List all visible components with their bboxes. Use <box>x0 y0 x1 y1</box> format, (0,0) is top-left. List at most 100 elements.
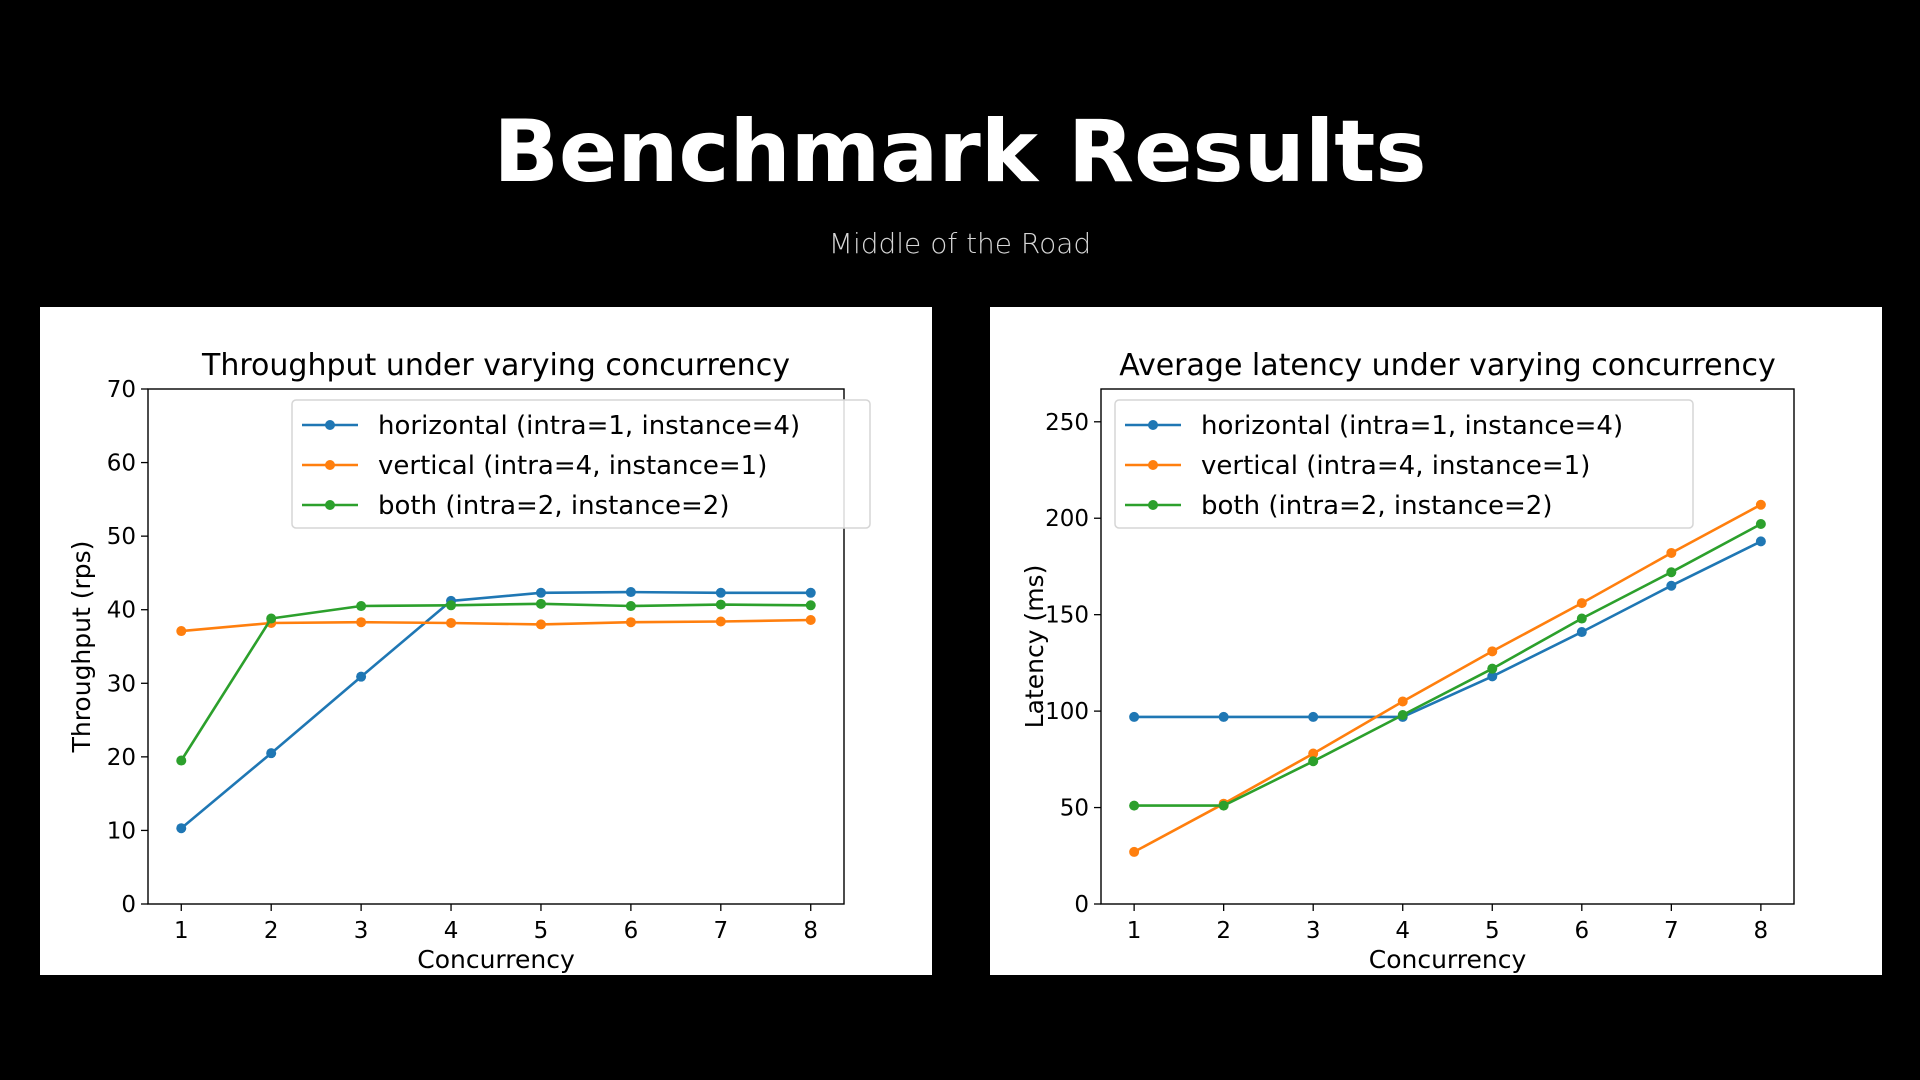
data-point-2-6 <box>1666 567 1677 578</box>
x-tick-label: 2 <box>264 918 279 944</box>
x-axis-label: Concurrency <box>1369 945 1527 974</box>
y-tick-label: 10 <box>107 818 136 844</box>
legend-label-2: both (intra=2, instance=2) <box>378 491 729 521</box>
data-point-2-0 <box>176 755 187 766</box>
data-point-0-7 <box>805 587 816 598</box>
y-tick-label: 70 <box>107 377 136 403</box>
x-tick-label: 1 <box>174 918 189 944</box>
series-line-1 <box>1133 503 1762 854</box>
data-point-0-0 <box>1129 711 1140 722</box>
data-point-1-2 <box>1308 748 1319 759</box>
y-tick-label: 150 <box>1045 603 1089 629</box>
x-tick-label: 6 <box>624 918 639 944</box>
legend-marker-0 <box>325 420 335 430</box>
slide-title: Benchmark Results <box>493 102 1427 202</box>
x-tick-label: 3 <box>1306 918 1321 944</box>
x-tick-label: 5 <box>1485 918 1500 944</box>
data-point-1-3 <box>1397 696 1408 707</box>
data-point-0-1 <box>266 748 277 759</box>
data-point-0-6 <box>1666 580 1677 591</box>
data-point-2-1 <box>266 613 277 624</box>
data-point-0-1 <box>1218 711 1229 722</box>
x-tick-label: 1 <box>1127 918 1142 944</box>
data-point-1-6 <box>1666 547 1677 558</box>
legend-label-1: vertical (intra=4, instance=1) <box>1201 451 1590 481</box>
legend-label-0: horizontal (intra=1, instance=4) <box>1201 411 1623 441</box>
slide-subtitle: Middle of the Road <box>828 227 1092 260</box>
y-tick-label: 0 <box>121 892 136 918</box>
data-point-0-2 <box>356 671 367 682</box>
data-point-1-5 <box>1576 598 1587 609</box>
legend-marker-0 <box>1148 420 1158 430</box>
throughput-chart: Throughput under varying concurrency 1 2 3 4… <box>67 348 871 974</box>
data-point-1-0 <box>176 626 187 637</box>
data-point-2-4 <box>535 598 546 609</box>
data-point-2-7 <box>805 600 816 611</box>
legend-label-2: both (intra=2, instance=2) <box>1201 491 1552 521</box>
data-point-2-5 <box>625 601 636 612</box>
x-tick-label: 7 <box>1664 918 1679 944</box>
plot-frame <box>1100 388 1795 905</box>
data-point-0-5 <box>625 587 636 598</box>
y-tick-label: 50 <box>1060 796 1089 822</box>
data-point-2-6 <box>715 599 726 610</box>
series-line-2 <box>1134 522 1762 807</box>
data-point-1-2 <box>356 617 367 628</box>
series-line-0 <box>1134 540 1762 719</box>
data-point-0-4 <box>535 587 546 598</box>
y-tick-label: 40 <box>107 598 136 624</box>
data-point-0-2 <box>1308 711 1319 722</box>
data-point-1-7 <box>805 615 816 626</box>
throughput-chart-panel: Throughput under varying concurrency 1 2 3 4… <box>40 307 932 975</box>
data-point-2-4 <box>1487 663 1498 674</box>
series-line-2 <box>180 602 811 762</box>
x-tick-label: 8 <box>803 918 818 944</box>
data-point-1-0 <box>1129 846 1140 857</box>
y-tick-label: 20 <box>107 745 136 771</box>
x-tick-label: 6 <box>1574 918 1589 944</box>
legend-marker-2 <box>325 500 335 510</box>
data-point-1-3 <box>446 617 457 628</box>
data-point-2-2 <box>356 601 367 612</box>
series-line-1 <box>181 618 811 633</box>
latency-chart: Average latency under varying concurrenc… <box>1020 348 1795 974</box>
x-tick-label: 3 <box>354 918 369 944</box>
x-tick-label: 4 <box>444 918 459 944</box>
data-point-0-5 <box>1576 627 1587 638</box>
legend-marker-1 <box>1148 460 1158 470</box>
legend-marker-2 <box>1148 500 1158 510</box>
x-tick-label: 4 <box>1395 918 1410 944</box>
y-tick-label: 30 <box>107 671 136 697</box>
y-tick-label: 100 <box>1045 699 1089 725</box>
chart-title: Average latency under varying concurrenc… <box>1119 348 1776 383</box>
x-tick-label: 5 <box>534 918 549 944</box>
y-axis-label: Throughput (rps) <box>67 541 96 754</box>
legend-label-0: horizontal (intra=1, instance=4) <box>378 411 800 441</box>
data-point-1-5 <box>625 617 636 628</box>
data-point-0-0 <box>176 823 187 834</box>
data-point-1-6 <box>715 616 726 627</box>
y-tick-label: 200 <box>1045 506 1089 532</box>
x-axis-label: Concurrency <box>417 945 575 974</box>
data-point-2-3 <box>446 600 457 611</box>
y-tick-label: 0 <box>1074 892 1089 918</box>
latency-chart-panel: Average latency under varying concurrenc… <box>990 307 1882 975</box>
data-point-0-4 <box>1487 671 1498 682</box>
data-point-2-5 <box>1576 613 1587 624</box>
x-tick-label: 2 <box>1216 918 1231 944</box>
x-tick-label: 8 <box>1754 918 1769 944</box>
legend-label-1: vertical (intra=4, instance=1) <box>378 451 767 481</box>
legend-box <box>1114 399 1694 529</box>
data-point-1-4 <box>1487 646 1498 657</box>
y-tick-label: 250 <box>1045 410 1089 436</box>
data-point-2-3 <box>1397 709 1408 720</box>
y-tick-label: 50 <box>107 524 136 550</box>
legend-box <box>291 399 871 529</box>
data-point-2-1 <box>1218 800 1229 811</box>
series-line-0 <box>180 590 811 830</box>
y-axis-label: Latency (ms) <box>1020 565 1049 729</box>
data-point-2-0 <box>1129 800 1140 811</box>
x-tick-label: 7 <box>713 918 728 944</box>
chart-title: Throughput under varying concurrency <box>201 348 790 383</box>
data-point-1-4 <box>535 619 546 630</box>
